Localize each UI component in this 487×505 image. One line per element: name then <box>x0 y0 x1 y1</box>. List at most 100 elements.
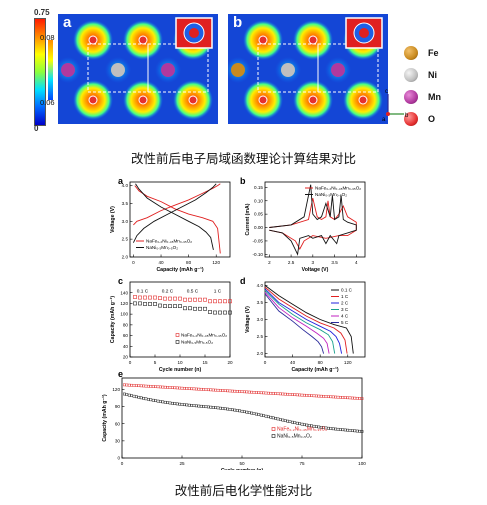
data-point <box>208 299 212 304</box>
data-point <box>279 418 282 421</box>
data-point <box>243 410 246 414</box>
data-point <box>204 405 208 409</box>
data-point <box>291 393 294 396</box>
elf-panel-a <box>58 14 218 124</box>
x-tick-label: 0 <box>129 360 132 365</box>
data-point <box>211 388 215 392</box>
data-point <box>310 394 313 397</box>
data-point <box>151 398 155 402</box>
axes-triad: c a b <box>382 89 409 122</box>
y-tick-label: 0.00 <box>254 225 263 230</box>
plot-frame-b <box>264 181 366 258</box>
data-point <box>193 306 197 311</box>
y-tick-label: 2.5 <box>257 334 264 339</box>
elf-figure: 0.75 0 0.08 0.06 <box>0 0 487 140</box>
data-point <box>127 393 131 397</box>
rate-annotation: 0.1 C <box>137 289 149 295</box>
data-point <box>219 389 222 392</box>
data-point <box>245 410 249 414</box>
data-point <box>336 395 340 399</box>
x-tick-label: 80 <box>186 260 192 265</box>
rate-annotation: 0.5 C <box>187 289 199 295</box>
data-point <box>319 394 323 398</box>
data-point <box>158 296 162 300</box>
data-point <box>228 408 232 411</box>
axis-c-label: c <box>385 89 388 95</box>
data-point <box>339 428 342 431</box>
data-point <box>166 386 169 389</box>
y-tick-label: 140 <box>120 290 128 295</box>
data-point <box>228 389 232 393</box>
data-point <box>259 413 263 417</box>
legend-label: NaNi₀.₅Mn₀.₅O₂ <box>277 434 312 440</box>
legend-label-o: O <box>428 114 436 124</box>
legend-label: 2 C <box>341 301 349 306</box>
data-point <box>171 401 174 405</box>
data-point <box>226 389 229 393</box>
data-point <box>144 384 148 388</box>
series-line <box>133 183 221 226</box>
legend-label: NaFe₀.₂Ni₀.₄₅Mn₀.₃₅O₂ <box>277 427 327 433</box>
data-point <box>324 395 328 398</box>
data-point <box>173 304 177 308</box>
data-point <box>214 388 217 392</box>
y-tick-label: 120 <box>112 387 120 392</box>
x-tick-label: 4 <box>355 260 358 265</box>
data-point <box>221 389 225 392</box>
data-point <box>187 403 191 407</box>
data-point <box>231 389 234 393</box>
chart-panel-label-a: a <box>118 176 124 186</box>
x-axis-label: Capacity (mAh g⁻¹) <box>156 267 203 273</box>
data-point <box>203 297 207 302</box>
data-point <box>125 393 129 396</box>
legend-label: NaNi₀.₅Mn₀.₅O₂ <box>146 245 178 250</box>
data-point <box>315 394 318 398</box>
inset-colorbar-min-label: 0.06 <box>40 98 55 107</box>
data-point <box>233 389 237 393</box>
data-point <box>334 395 337 399</box>
data-point <box>214 406 217 409</box>
data-point <box>199 387 203 391</box>
fe-atom-icon <box>404 46 418 60</box>
data-point <box>178 296 182 301</box>
legend-marker <box>271 434 276 438</box>
x-tick-label: 40 <box>290 360 296 365</box>
data-point <box>351 396 354 400</box>
chart-b: b 2 2.5 3 3.5 4 -0.10 -0.05 0.00 0.05 0.10 0.15 Volt… <box>240 176 366 273</box>
data-point <box>238 390 241 393</box>
legend-label: NaFe₀.₂Ni₀.₄₅Mn₀.₃₅O₂ <box>181 333 227 338</box>
data-point <box>271 416 275 420</box>
data-point <box>250 411 253 415</box>
data-point <box>343 428 347 432</box>
data-point <box>187 387 191 390</box>
o-atom-icon <box>404 112 418 126</box>
colorbar-zero-label: 0 <box>34 124 39 133</box>
legend-item-mn: Mn <box>404 86 484 108</box>
x-tick-label: 120 <box>344 360 352 365</box>
series-line <box>264 286 348 354</box>
data-point <box>156 385 160 389</box>
y-tick-label: 4.0 <box>257 283 264 288</box>
data-point <box>360 430 364 433</box>
data-point <box>329 427 333 430</box>
data-point <box>159 385 162 389</box>
plot-frame-d <box>264 281 366 358</box>
data-point <box>213 310 217 315</box>
data-point <box>295 393 299 397</box>
data-point <box>123 392 126 396</box>
data-point <box>153 302 157 306</box>
data-point <box>331 395 335 399</box>
y-axis-label: Voltage (V) <box>110 206 116 233</box>
data-point <box>300 393 304 397</box>
y-axis-label: Voltage (V) <box>245 306 251 333</box>
data-point <box>331 427 335 431</box>
data-point <box>125 383 129 387</box>
x-axis-label: Voltage (V) <box>302 267 329 273</box>
data-point <box>148 295 152 300</box>
data-point <box>168 386 172 389</box>
data-point <box>142 396 145 400</box>
legend-label-mn: Mn <box>428 92 441 102</box>
data-point <box>358 397 361 400</box>
legend-item-fe: Fe <box>404 42 484 64</box>
data-point <box>183 403 186 407</box>
